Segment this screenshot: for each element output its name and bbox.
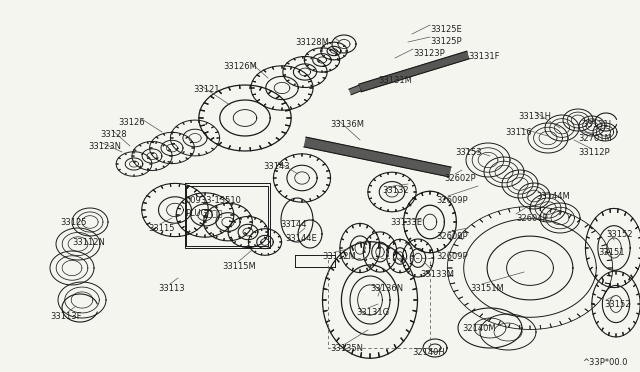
- Text: 32609P: 32609P: [436, 252, 468, 261]
- Text: 33112N: 33112N: [72, 238, 105, 247]
- Text: 33153: 33153: [455, 148, 482, 157]
- Text: ^33P*00.0: ^33P*00.0: [582, 358, 627, 367]
- Text: 33112M: 33112M: [322, 252, 356, 261]
- Text: 33136N: 33136N: [370, 284, 403, 293]
- Text: 33152: 33152: [606, 230, 632, 239]
- Text: 33116: 33116: [505, 128, 532, 137]
- Text: 00933-13510: 00933-13510: [185, 196, 241, 205]
- Text: 33121: 33121: [193, 85, 220, 94]
- Text: 33115M: 33115M: [222, 262, 256, 271]
- Text: 32604P: 32604P: [516, 214, 548, 223]
- Text: 33143: 33143: [263, 162, 290, 171]
- Text: 32602P: 32602P: [444, 174, 476, 183]
- Text: 33126: 33126: [118, 118, 145, 127]
- Text: 33144: 33144: [280, 220, 307, 229]
- Text: PLUGプラグ: PLUGプラグ: [185, 208, 222, 217]
- Text: 33125E: 33125E: [430, 25, 461, 34]
- Text: 33131H: 33131H: [518, 112, 551, 121]
- Text: 33151: 33151: [598, 248, 625, 257]
- Text: 33128: 33128: [100, 130, 127, 139]
- Text: 33152: 33152: [604, 300, 630, 309]
- Text: 33136M: 33136M: [330, 120, 364, 129]
- Text: 33113F: 33113F: [50, 312, 81, 321]
- Text: 32140M: 32140M: [462, 324, 495, 333]
- Text: 33135N: 33135N: [330, 344, 363, 353]
- Text: 33126M: 33126M: [223, 62, 257, 71]
- Text: 33133M: 33133M: [420, 270, 454, 279]
- Text: 33123N: 33123N: [88, 142, 121, 151]
- Text: 33144E: 33144E: [285, 234, 317, 243]
- Text: 33125P: 33125P: [430, 37, 461, 46]
- Text: 33132: 33132: [382, 186, 408, 195]
- Text: 33131J: 33131J: [582, 120, 611, 129]
- Text: 32140H: 32140H: [412, 348, 445, 357]
- Text: 33115: 33115: [148, 224, 175, 233]
- Text: 33128M: 33128M: [295, 38, 329, 47]
- Text: 33133E: 33133E: [390, 218, 422, 227]
- Text: 33123P: 33123P: [413, 49, 445, 58]
- Text: 32609P: 32609P: [436, 232, 468, 241]
- Text: 33144M: 33144M: [536, 192, 570, 201]
- Text: 33131M: 33131M: [378, 76, 412, 85]
- Text: 33131G: 33131G: [356, 308, 389, 317]
- Text: 32701M: 32701M: [578, 134, 612, 143]
- Text: 33125: 33125: [60, 218, 86, 227]
- Text: 33113: 33113: [158, 284, 184, 293]
- Text: 32609P: 32609P: [436, 196, 468, 205]
- Text: 33131F: 33131F: [468, 52, 499, 61]
- Text: 33151M: 33151M: [470, 284, 504, 293]
- Text: 33112P: 33112P: [578, 148, 610, 157]
